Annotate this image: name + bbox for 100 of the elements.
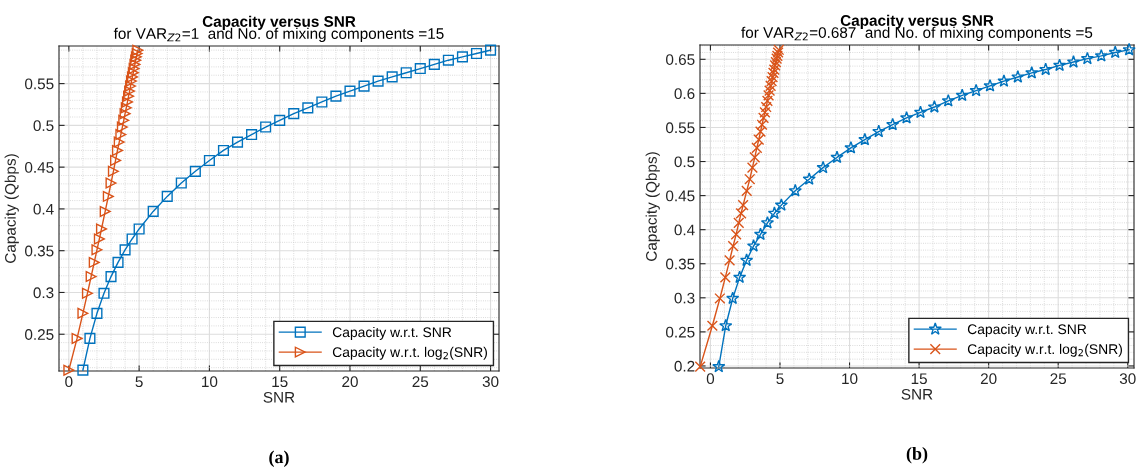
text: (b) <box>906 447 928 464</box>
y-tick-label: 0.6 <box>674 88 695 100</box>
point <box>983 78 997 92</box>
point <box>330 90 342 102</box>
point <box>115 129 127 141</box>
point <box>109 154 122 167</box>
point <box>344 85 356 97</box>
point <box>899 110 914 124</box>
point <box>997 74 1011 87</box>
y-tick-label: 0.5 <box>674 156 695 168</box>
point <box>751 142 763 154</box>
point <box>113 136 125 148</box>
point <box>735 207 747 219</box>
point <box>274 114 286 126</box>
x-tick-label: 30 <box>1119 373 1136 385</box>
legend-label: Capacity w.r.t. SNR <box>967 323 1087 337</box>
point <box>302 102 314 114</box>
point <box>288 108 300 120</box>
point <box>733 217 745 229</box>
x-tick-label: 15 <box>911 373 927 385</box>
point <box>77 307 89 319</box>
point <box>858 132 872 146</box>
point <box>767 206 782 220</box>
point <box>105 271 117 283</box>
point <box>71 332 83 344</box>
x-tick-label: 30 <box>482 376 499 388</box>
y-tick-label: 0.65 <box>666 54 695 65</box>
point <box>764 85 776 97</box>
x-tick-label: 20 <box>980 373 997 385</box>
point <box>766 75 778 87</box>
x-tick-label: 25 <box>1050 373 1067 385</box>
point <box>830 150 844 164</box>
point <box>739 253 754 267</box>
legend-label: Capacity w.r.t. log$_{2}$(SNR) <box>332 346 487 360</box>
point <box>754 125 767 138</box>
point <box>112 256 124 268</box>
point <box>111 144 124 156</box>
point <box>119 108 131 120</box>
point <box>760 101 772 113</box>
point <box>88 256 100 268</box>
point <box>102 190 114 202</box>
point <box>91 244 103 256</box>
y-tick-label: 0.55 <box>666 122 695 134</box>
point <box>129 58 141 70</box>
point <box>744 173 756 185</box>
point <box>95 223 108 235</box>
point <box>316 96 328 108</box>
point <box>84 332 96 344</box>
point <box>428 58 440 70</box>
point <box>1080 51 1095 65</box>
x-tick-label: 0 <box>65 376 73 388</box>
point <box>231 136 244 148</box>
point <box>767 67 780 79</box>
point <box>759 106 771 119</box>
x-tick-label: 20 <box>342 376 358 388</box>
point <box>765 80 777 92</box>
point <box>203 154 215 167</box>
y-tick-label: 0.4 <box>674 224 695 236</box>
point <box>1011 70 1025 83</box>
point <box>386 71 398 83</box>
point <box>120 102 132 114</box>
point <box>761 95 773 107</box>
point <box>63 364 75 376</box>
point <box>116 121 128 133</box>
point <box>132 44 144 56</box>
point <box>969 83 983 97</box>
point <box>714 292 726 305</box>
point <box>125 75 138 87</box>
point <box>724 254 736 266</box>
point <box>217 144 230 156</box>
x-tick-label: 5 <box>135 376 143 388</box>
legend-label: Capacity w.r.t. SNR <box>332 326 452 340</box>
point <box>189 165 201 177</box>
x-tick-label: 25 <box>412 376 429 388</box>
y-tick-label: 0.3 <box>674 292 695 304</box>
point <box>414 63 426 75</box>
x-tick-label: 10 <box>842 373 858 385</box>
point <box>121 96 134 108</box>
point <box>774 198 789 211</box>
point <box>756 119 768 131</box>
y-tick-label: 0.35 <box>25 245 54 257</box>
point <box>125 80 137 92</box>
point <box>107 165 119 177</box>
point <box>816 160 830 174</box>
point <box>91 307 103 319</box>
point <box>147 205 159 217</box>
point <box>358 80 370 92</box>
point <box>766 71 779 83</box>
point <box>726 291 740 305</box>
y-tick-label: 0.5 <box>33 120 54 132</box>
point <box>757 112 770 124</box>
text: (a) <box>269 450 289 467</box>
point <box>746 162 758 174</box>
point <box>955 88 969 102</box>
point <box>98 287 110 299</box>
legend-label: Capacity w.r.t. log$_{2}$(SNR) <box>967 343 1122 357</box>
point <box>442 54 454 66</box>
y-tick-label: 0.45 <box>25 162 54 173</box>
point <box>913 105 928 119</box>
x-axis-title: SNR <box>901 388 933 400</box>
